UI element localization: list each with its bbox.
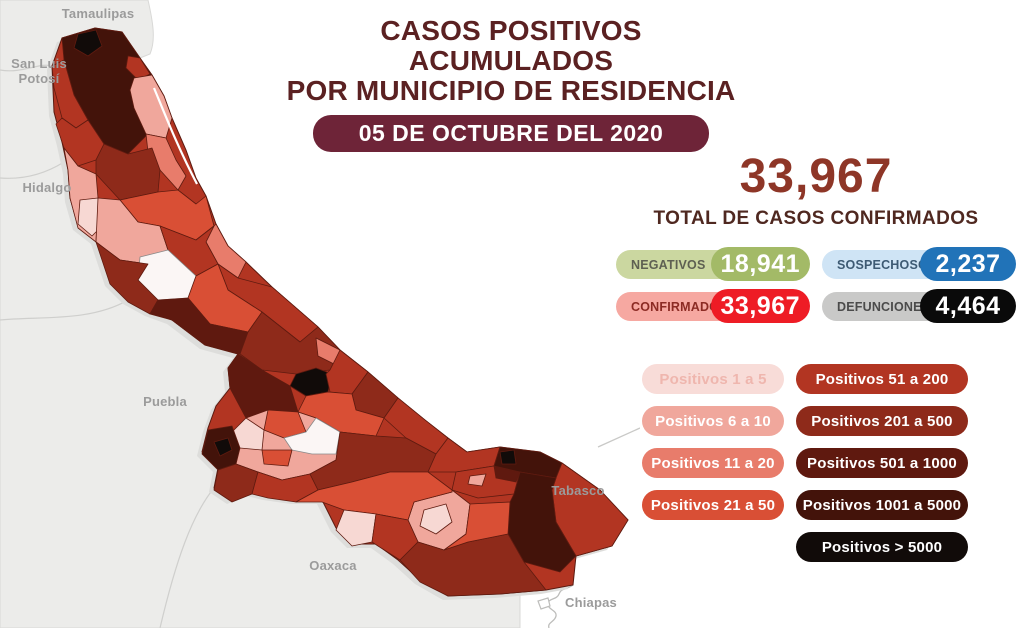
lagoon: [152, 87, 198, 185]
legend-pill-501-1000: Positivos 501 a 1000: [796, 448, 968, 478]
tabasco-border-line: [597, 427, 640, 448]
stats-grid: NEGATIVOS 18,941 SOSPECHOSOS 2,237 CONFI…: [616, 247, 1016, 323]
veracruz-choropleth-map: [0, 0, 640, 628]
state-label-tabasco: Tabasco: [551, 483, 605, 498]
badge-defunciones: DEFUNCIONES 4,464: [822, 289, 1016, 323]
badge-sospechosos: SOSPECHOSOS 2,237: [822, 247, 1016, 281]
state-label-hidalgo: Hidalgo: [22, 180, 72, 195]
legend-column-2: Positivos 51 a 200 Positivos 201 a 500 P…: [796, 364, 968, 562]
badge-defunciones-value: 4,464: [920, 289, 1016, 323]
page-title: CASOS POSITIVOS ACUMULADOS POR MUNICIPIO…: [286, 16, 736, 106]
legend-pill-201-500: Positivos 201 a 500: [796, 406, 968, 436]
badge-confirmados-label: CONFIRMADOS: [631, 299, 728, 314]
legend-pill-over-5000: Positivos > 5000: [796, 532, 968, 562]
badge-sospechosos-label: SOSPECHOSOS: [837, 257, 937, 272]
badge-negativos: NEGATIVOS 18,941: [616, 247, 810, 281]
legend-pill-6-10: Positivos 6 a 10: [642, 406, 784, 436]
title-line-2: POR MUNICIPIO DE RESIDENCIA: [286, 75, 736, 106]
header: CASOS POSITIVOS ACUMULADOS POR MUNICIPIO…: [286, 16, 736, 152]
badge-defunciones-label: DEFUNCIONES: [837, 299, 931, 314]
badge-confirmados-value: 33,967: [710, 289, 810, 323]
legend-pill-1-5: Positivos 1 a 5: [642, 364, 784, 394]
state-label-chiapas: Chiapas: [565, 595, 617, 610]
legend-column-1: Positivos 1 a 5 Positivos 6 a 10 Positiv…: [642, 364, 784, 562]
state-label-oaxaca: Oaxaca: [309, 558, 357, 573]
state-label-tamaulipas: Tamaulipas: [61, 6, 135, 21]
total-confirmed-label: TOTAL DE CASOS CONFIRMADOS: [653, 208, 979, 229]
state-label-san-luis-potosi: San Luis Potosí: [11, 56, 67, 86]
badge-sospechosos-value: 2,237: [920, 247, 1016, 281]
municipalities: [51, 27, 629, 597]
badge-negativos-value: 18,941: [710, 247, 810, 281]
badge-negativos-label: NEGATIVOS: [631, 257, 706, 272]
badge-confirmados: CONFIRMADOS 33,967: [616, 289, 810, 323]
legend-pill-1001-5000: Positivos 1001 a 5000: [796, 490, 968, 520]
legend-pill-51-200: Positivos 51 a 200: [796, 364, 968, 394]
date-banner: 05 DE OCTUBRE DEL 2020: [312, 115, 710, 152]
title-line-1: CASOS POSITIVOS ACUMULADOS: [380, 15, 642, 76]
summary: 33,967 TOTAL DE CASOS CONFIRMADOS: [618, 152, 1014, 230]
legend-pill-21-50: Positivos 21 a 50: [642, 490, 784, 520]
legend-pill-11-20: Positivos 11 a 20: [642, 448, 784, 478]
total-confirmed-value: 33,967: [739, 150, 893, 203]
map-legend: Positivos 1 a 5 Positivos 6 a 10 Positiv…: [642, 364, 968, 562]
state-label-puebla: Puebla: [143, 394, 187, 409]
